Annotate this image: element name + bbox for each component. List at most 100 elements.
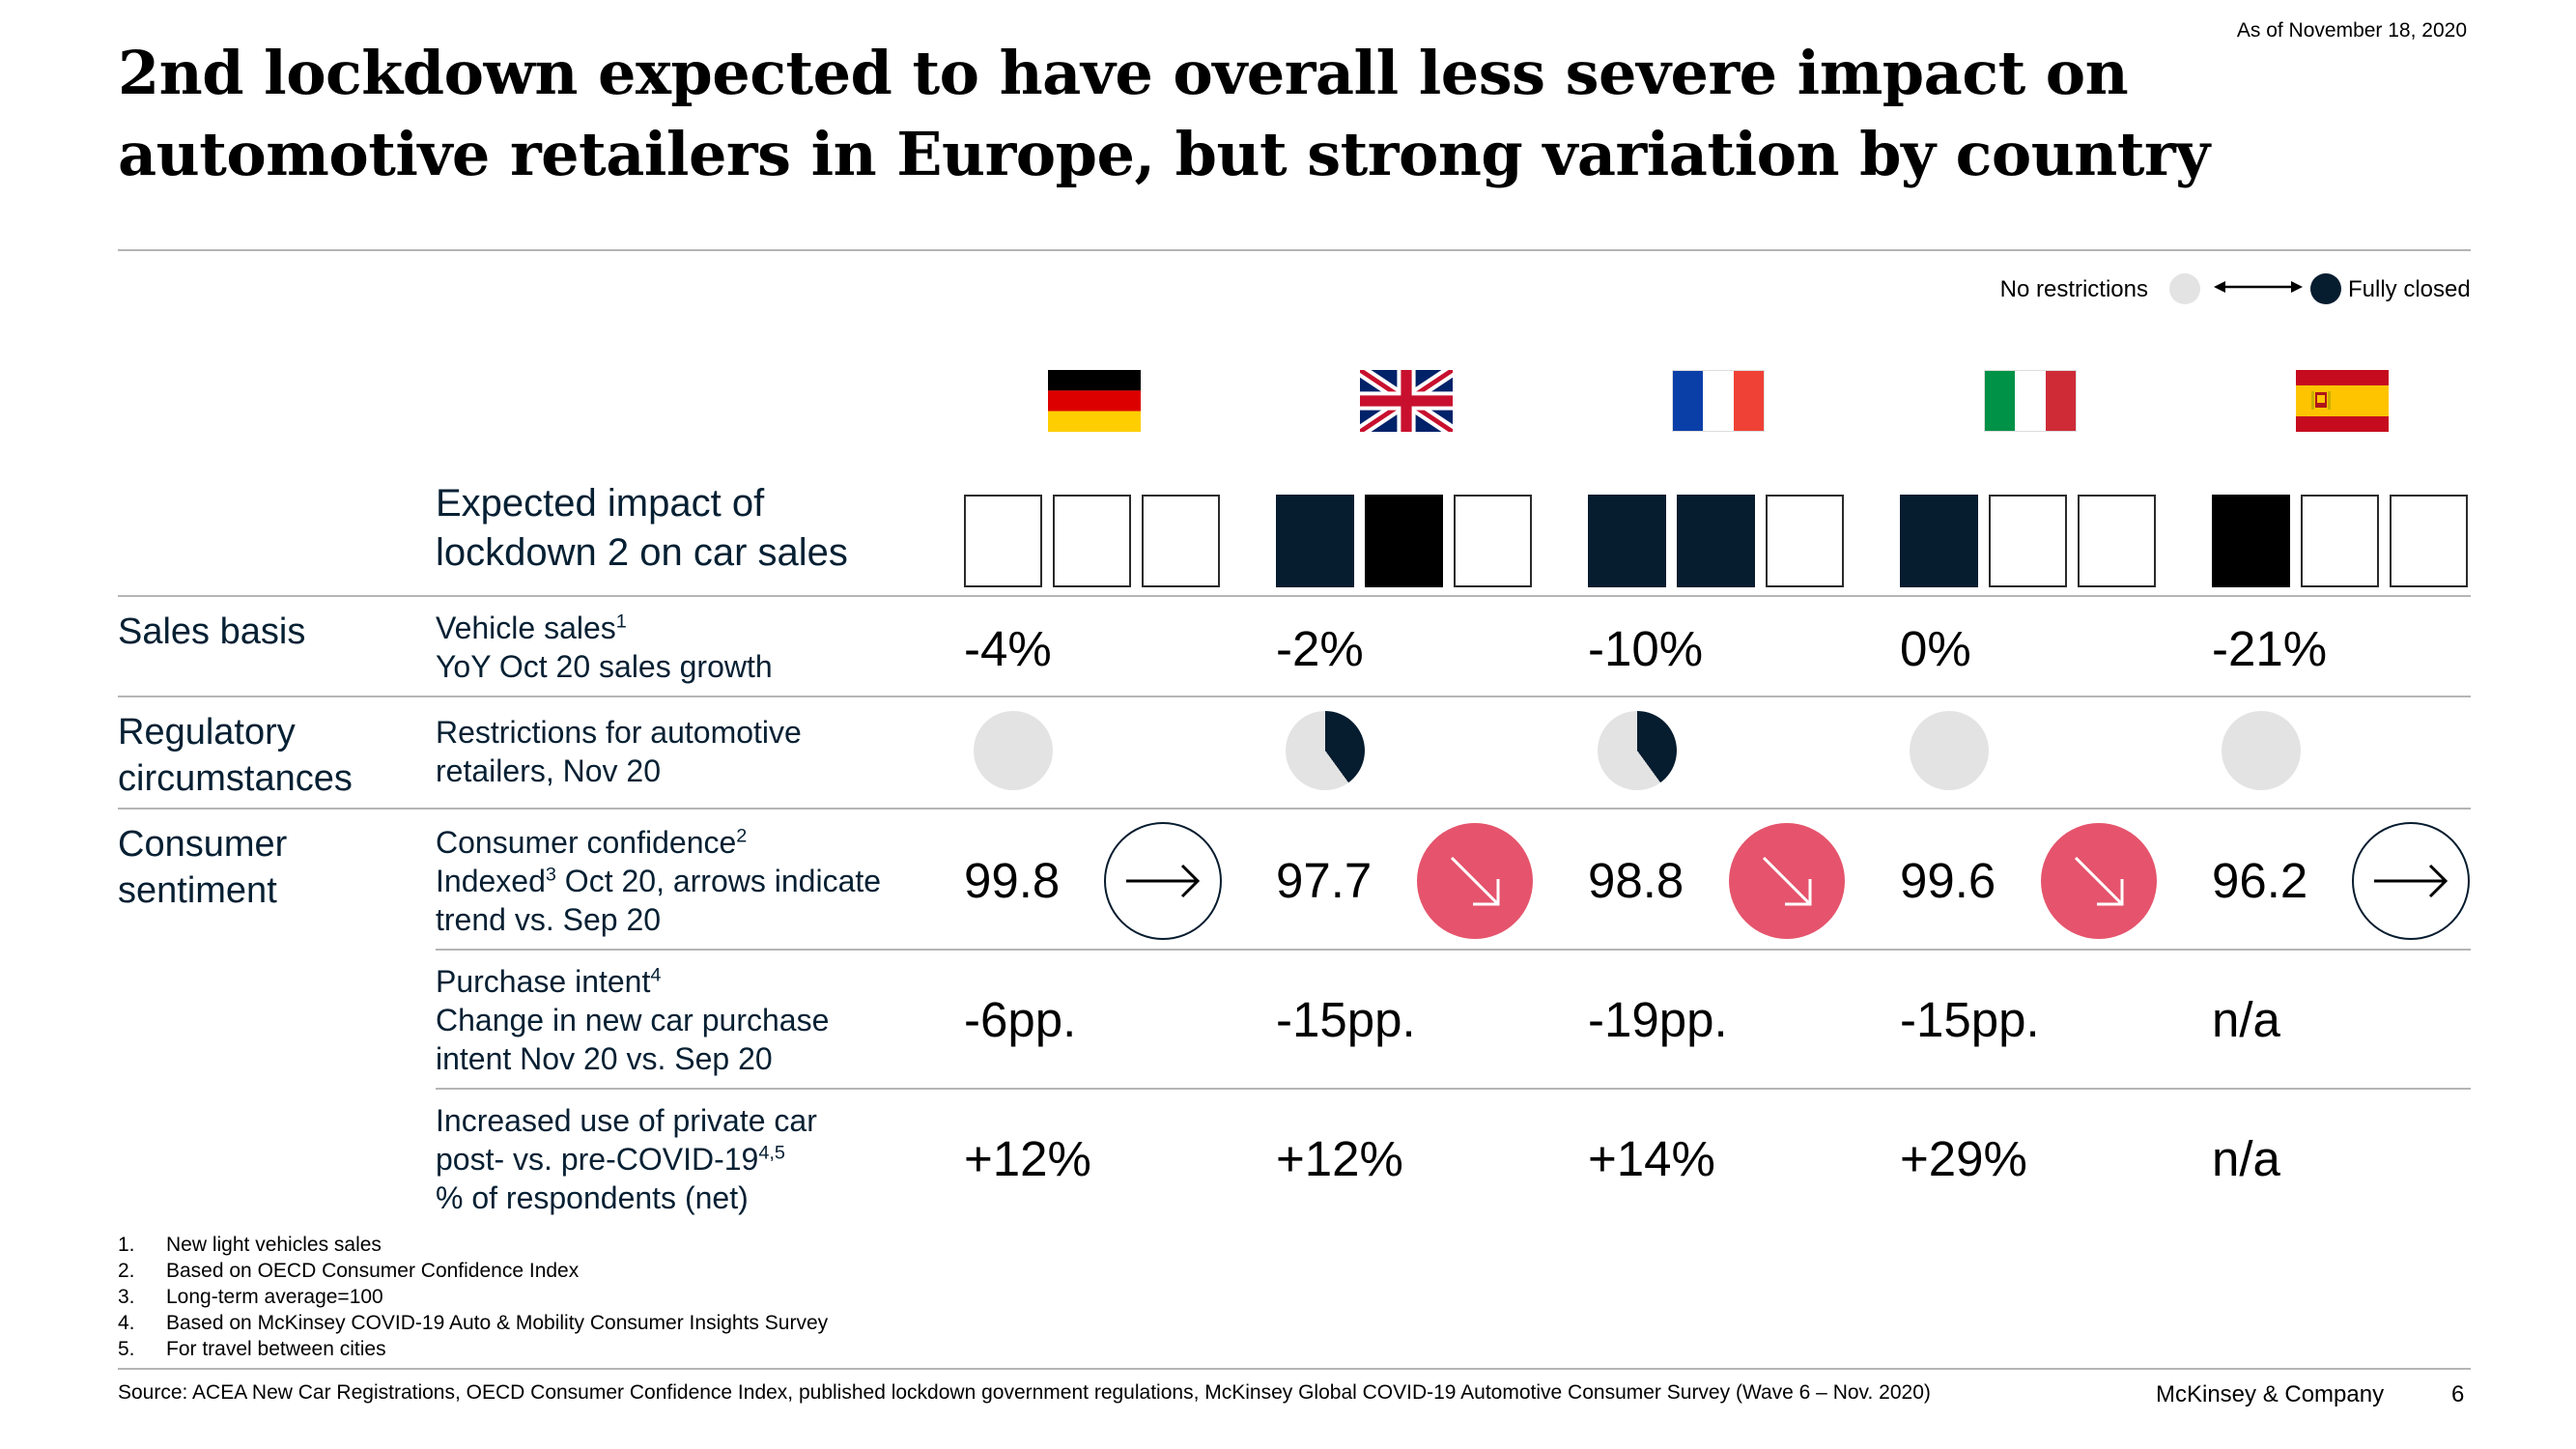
restriction-pie bbox=[1598, 711, 1677, 790]
legend-dark-dot bbox=[2310, 273, 2341, 304]
trend-flat-arrow-icon bbox=[2352, 822, 2470, 940]
vehicle-sales-value: -2% bbox=[1276, 621, 1364, 676]
section-consumer: Consumer sentiment bbox=[118, 821, 287, 914]
vehicle-sales-value: -4% bbox=[964, 621, 1052, 676]
restriction-pie bbox=[1286, 711, 1365, 790]
footer-divider bbox=[118, 1368, 2471, 1370]
restriction-pie bbox=[2222, 711, 2301, 790]
impact-square bbox=[2078, 495, 2156, 587]
footnote-text: For travel between cities bbox=[166, 1338, 386, 1360]
private-car-label: Increased use of private car post- vs. p… bbox=[436, 1101, 817, 1217]
row-divider bbox=[118, 696, 2471, 697]
footnote-number: 2. bbox=[118, 1260, 135, 1282]
section-sales-basis: Sales basis bbox=[118, 611, 306, 652]
footnote-text: Based on McKinsey COVID-19 Auto & Mobili… bbox=[166, 1312, 829, 1334]
confidence-value: 96.2 bbox=[2212, 853, 2308, 908]
private-car-value: +12% bbox=[1276, 1131, 1403, 1186]
footnote-number: 3. bbox=[118, 1286, 135, 1308]
purchase-intent-value: n/a bbox=[2212, 992, 2280, 1047]
purchase-intent-line3: intent Nov 20 vs. Sep 20 bbox=[436, 1041, 773, 1076]
legend-fully-closed: Fully closed bbox=[2348, 276, 2471, 302]
row-divider bbox=[118, 595, 2471, 597]
purchase-intent-line2: Change in new car purchase bbox=[436, 1003, 830, 1037]
footnote-number: 5. bbox=[118, 1338, 135, 1360]
restriction-pie bbox=[974, 711, 1053, 790]
private-car-value: n/a bbox=[2212, 1131, 2280, 1186]
confidence-value: 99.6 bbox=[1900, 853, 1996, 908]
italy-flag bbox=[1984, 370, 2077, 432]
purchase-intent-value: -6pp. bbox=[964, 992, 1077, 1047]
confidence-label: Consumer confidence2 Indexed3 Oct 20, ar… bbox=[436, 823, 881, 939]
restrictions-label-line2: retailers, Nov 20 bbox=[436, 753, 661, 788]
footnote-number: 1. bbox=[118, 1234, 135, 1256]
impact-square bbox=[2212, 495, 2290, 587]
page-title: 2nd lockdown expected to have overall le… bbox=[118, 33, 2301, 195]
confidence-value: 99.8 bbox=[964, 853, 1061, 908]
title-line-2: automotive retailers in Europe, but stro… bbox=[118, 119, 2210, 189]
purchase-intent-value: -19pp. bbox=[1588, 992, 1728, 1047]
confidence-line3: trend vs. Sep 20 bbox=[436, 902, 662, 937]
purchase-intent-title: Purchase intent bbox=[436, 964, 651, 999]
footnote-ref: 4,5 bbox=[758, 1142, 785, 1164]
impact-square bbox=[1989, 495, 2067, 587]
private-car-value: +14% bbox=[1588, 1131, 1715, 1186]
row-divider bbox=[118, 808, 2471, 810]
trend-flat-arrow-icon bbox=[1104, 822, 1222, 940]
confidence-value: 97.7 bbox=[1276, 853, 1373, 908]
vehicle-sales-value: -21% bbox=[2212, 621, 2328, 676]
purchase-intent-value: -15pp. bbox=[1900, 992, 2040, 1047]
legend-light-dot bbox=[2169, 273, 2200, 304]
source-note: Source: ACEA New Car Registrations, OECD… bbox=[118, 1381, 1931, 1404]
footnote-text: Based on OECD Consumer Confidence Index bbox=[166, 1260, 580, 1282]
footnote-number: 4. bbox=[118, 1312, 135, 1334]
confidence-line2b: Oct 20, arrows indicate bbox=[555, 864, 882, 898]
title-line-1: 2nd lockdown expected to have overall le… bbox=[118, 38, 2129, 108]
row-divider bbox=[436, 949, 2471, 951]
footnote-text: New light vehicles sales bbox=[166, 1234, 382, 1256]
confidence-line2a: Indexed bbox=[436, 864, 546, 898]
impact-square bbox=[964, 495, 1042, 587]
row-divider bbox=[436, 1088, 2471, 1090]
impact-label-line1: Expected impact of bbox=[436, 482, 765, 525]
impact-square bbox=[1365, 495, 1443, 587]
trend-down-arrow-icon bbox=[2041, 823, 2157, 939]
restrictions-label: Restrictions for automotive retailers, N… bbox=[436, 713, 802, 790]
private-car-value: +29% bbox=[1900, 1131, 2027, 1186]
impact-square bbox=[1053, 495, 1131, 587]
section-consumer-line1: Consumer bbox=[118, 824, 288, 865]
section-consumer-line2: sentiment bbox=[118, 870, 277, 911]
page-number: 6 bbox=[2451, 1381, 2465, 1407]
footnote-text: Long-term average=100 bbox=[166, 1286, 383, 1308]
vehicle-sales-title: Vehicle sales bbox=[436, 611, 616, 645]
trend-down-arrow-icon bbox=[1417, 823, 1533, 939]
restriction-pie bbox=[1910, 711, 1989, 790]
impact-square bbox=[1900, 495, 1978, 587]
footnote-ref: 2 bbox=[736, 825, 748, 847]
section-regulatory: Regulatory circumstances bbox=[118, 709, 353, 802]
impact-label-line2: lockdown 2 on car sales bbox=[436, 531, 848, 574]
impact-square bbox=[2390, 495, 2468, 587]
confidence-value: 98.8 bbox=[1588, 853, 1684, 908]
brand-name: McKinsey & Company bbox=[2156, 1381, 2385, 1407]
impact-square bbox=[1677, 495, 1755, 587]
vehicle-sales-sub: YoY Oct 20 sales growth bbox=[436, 649, 773, 684]
impact-square bbox=[1766, 495, 1844, 587]
impact-square bbox=[1142, 495, 1220, 587]
spain-flag bbox=[2296, 370, 2389, 432]
impact-label: Expected impact of lockdown 2 on car sal… bbox=[436, 479, 848, 578]
section-regulatory-line1: Regulatory bbox=[118, 712, 296, 753]
private-car-line1: Increased use of private car bbox=[436, 1103, 817, 1138]
title-divider bbox=[118, 249, 2471, 251]
purchase-intent-label: Purchase intent4 Change in new car purch… bbox=[436, 962, 829, 1078]
footnote-ref: 1 bbox=[615, 611, 627, 633]
purchase-intent-value: -15pp. bbox=[1276, 992, 1416, 1047]
impact-square bbox=[1454, 495, 1532, 587]
france-flag bbox=[1672, 370, 1765, 432]
section-regulatory-line2: circumstances bbox=[118, 758, 353, 799]
footnote-ref: 4 bbox=[650, 964, 662, 986]
vehicle-sales-value: -10% bbox=[1588, 621, 1704, 676]
double-arrow-icon bbox=[2214, 281, 2303, 293]
confidence-title: Consumer confidence bbox=[436, 825, 737, 860]
impact-square bbox=[1276, 495, 1354, 587]
germany-flag bbox=[1048, 370, 1141, 432]
